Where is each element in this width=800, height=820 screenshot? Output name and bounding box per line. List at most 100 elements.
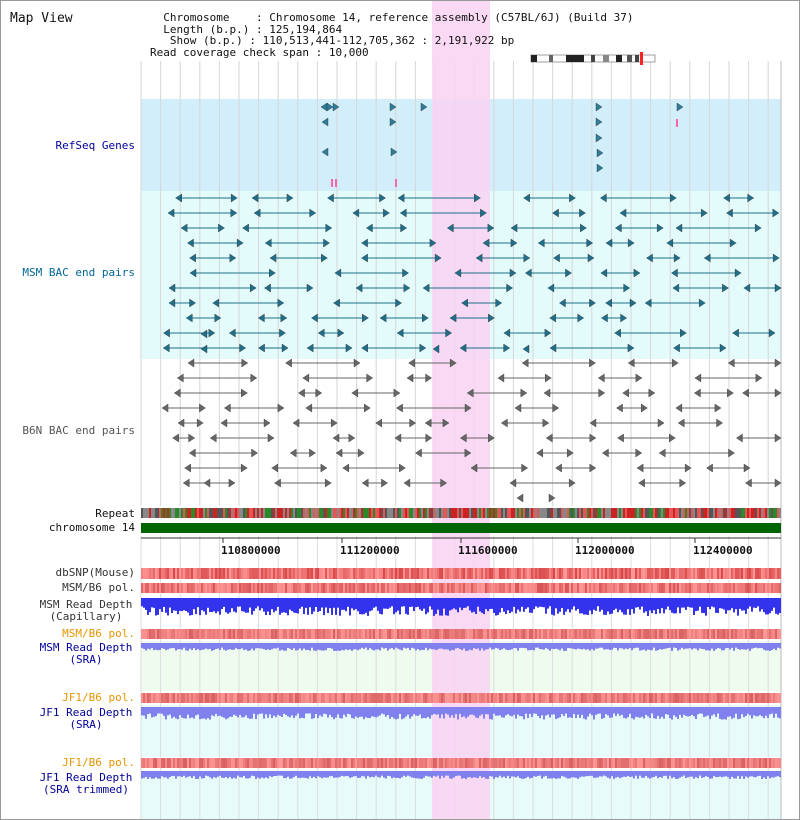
repeat-segment	[149, 508, 151, 518]
polymorphism-cell	[431, 568, 433, 579]
read-depth-bar	[225, 771, 227, 778]
polymorphism-cell	[669, 629, 671, 639]
track-label-b6n-bac[interactable]: B6N BAC end pairs	[22, 424, 135, 437]
read-depth-bar	[719, 643, 721, 649]
polymorphism-cell	[333, 629, 335, 639]
read-depth-bar	[617, 643, 619, 651]
polymorphism-cell	[441, 568, 443, 579]
read-depth-bar	[347, 707, 349, 714]
read-depth-bar	[669, 643, 671, 648]
polymorphism-cell	[547, 758, 549, 768]
bac-end	[345, 343, 353, 353]
read-depth-bar	[229, 771, 231, 777]
bac-end	[302, 373, 310, 383]
polymorphism-cell	[511, 583, 513, 593]
polymorphism-cell	[597, 629, 599, 639]
bac-end	[495, 298, 503, 308]
read-depth-bar	[745, 598, 747, 614]
bac-end	[311, 313, 318, 323]
polymorphism-cell	[241, 583, 243, 593]
polymorphism-cell	[369, 568, 371, 579]
polymorphism-cell	[217, 583, 219, 593]
read-depth-bar	[289, 707, 291, 718]
track-label-refseq[interactable]: RefSeq Genes	[55, 139, 135, 152]
repeat-segment	[611, 508, 613, 518]
bac-end	[396, 328, 404, 338]
polymorphism-cell	[583, 693, 585, 703]
read-depth-bar	[453, 771, 455, 778]
polymorphism-cell	[623, 693, 625, 703]
bac-end	[353, 358, 361, 368]
read-depth-bar	[309, 643, 311, 651]
bac-end	[292, 418, 300, 428]
polymorphism-cell	[727, 629, 729, 639]
read-depth-bar	[655, 707, 657, 719]
repeat-segment	[427, 508, 429, 518]
bac-end	[305, 403, 313, 413]
read-depth-bar	[143, 643, 145, 649]
polymorphism-cell	[459, 629, 461, 639]
repeat-segment	[607, 508, 609, 518]
read-depth-bar	[149, 771, 151, 778]
repeat-segment	[765, 508, 767, 518]
polymorphism-cell	[337, 629, 339, 639]
polymorphism-cell	[167, 693, 169, 703]
ideogram-band	[603, 55, 609, 62]
polymorphism-cell	[467, 693, 469, 703]
polymorphism-cell	[497, 568, 499, 579]
polymorphism-cell	[165, 758, 167, 768]
bac-end	[600, 193, 607, 203]
track-label-msm-bac[interactable]: MSM BAC end pairs	[22, 266, 135, 279]
polymorphism-cell	[433, 629, 435, 639]
bac-end	[548, 493, 556, 503]
read-depth-bar	[777, 643, 779, 648]
read-depth-bar	[387, 707, 389, 716]
read-depth-bar	[769, 707, 771, 715]
read-depth-bar	[667, 707, 669, 715]
selected-region-highlight	[432, 1, 490, 819]
read-depth-bar	[753, 707, 755, 716]
read-depth-bar	[717, 707, 719, 714]
bac-end	[525, 268, 532, 278]
read-depth-bar	[737, 598, 739, 616]
polymorphism-cell	[715, 568, 717, 579]
read-depth-bar	[491, 643, 493, 650]
polymorphism-cell	[531, 693, 533, 703]
polymorphism-cell	[229, 583, 231, 593]
read-depth-bar	[763, 771, 765, 778]
read-depth-bar	[369, 643, 371, 649]
polymorphism-cell	[481, 629, 483, 639]
polymorphism-cell	[557, 758, 559, 768]
polymorphism-cell	[277, 758, 279, 768]
polymorphism-cell	[317, 568, 319, 579]
polymorphism-cell	[235, 693, 237, 703]
bac-end	[580, 223, 587, 233]
bac-end	[543, 388, 551, 398]
read-depth-bar	[197, 707, 199, 715]
read-depth-bar	[647, 771, 649, 778]
polymorphism-cell	[159, 568, 161, 579]
polymorphism-cell	[161, 583, 163, 593]
bac-end	[679, 478, 687, 488]
read-depth-bar	[329, 707, 331, 715]
bac-end	[251, 448, 258, 458]
bac-end	[375, 418, 382, 428]
polymorphism-cell	[505, 758, 507, 768]
polymorphism-cell	[647, 568, 649, 579]
repeat-segment	[487, 508, 489, 518]
polymorphism-cell	[311, 693, 313, 703]
polymorphism-cell	[195, 758, 197, 768]
repeat-segment	[333, 508, 335, 518]
read-depth-bar	[703, 707, 705, 718]
bac-end	[545, 373, 552, 383]
polymorphism-cell	[723, 693, 725, 703]
polymorphism-cell	[453, 629, 455, 639]
read-depth-bar	[767, 771, 769, 777]
read-depth-bar	[165, 598, 167, 613]
polymorphism-cell	[175, 758, 177, 768]
polymorphism-cell	[189, 568, 191, 579]
read-depth-bar	[199, 707, 201, 720]
bac-end	[742, 388, 749, 398]
polymorphism-cell	[629, 568, 631, 579]
